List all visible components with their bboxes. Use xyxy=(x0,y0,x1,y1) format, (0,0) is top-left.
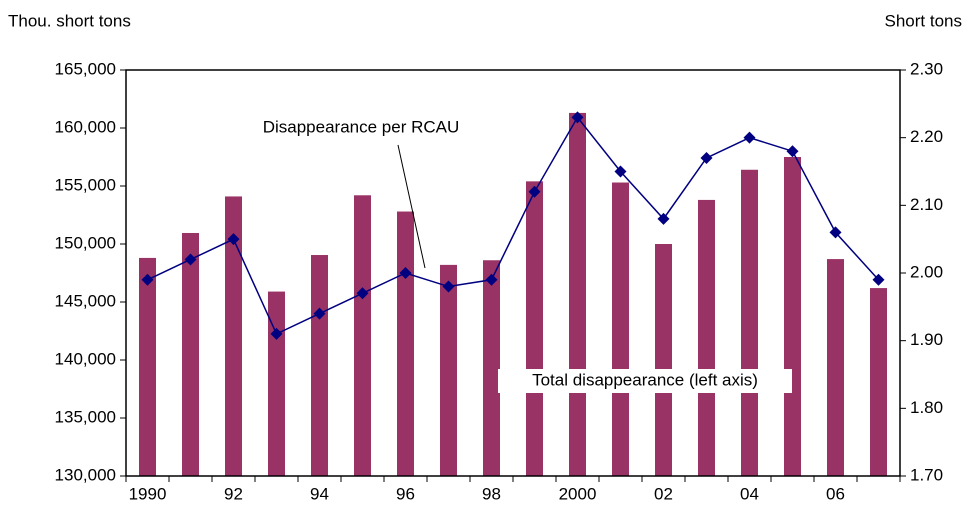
marker xyxy=(227,233,240,246)
y2-tick-label: 2.20 xyxy=(910,127,943,146)
marker xyxy=(184,253,197,266)
annotation-pointer xyxy=(397,144,426,269)
bar xyxy=(526,181,543,477)
x-tick-label: 06 xyxy=(826,484,845,503)
x-tick-label: 98 xyxy=(482,484,501,503)
marker xyxy=(872,273,885,286)
marker xyxy=(141,273,154,286)
y-tick-label: 135,000 xyxy=(55,407,116,426)
bar xyxy=(655,244,672,476)
bar xyxy=(483,260,500,476)
y-tick-label: 145,000 xyxy=(55,291,116,310)
y-tick-label: 155,000 xyxy=(55,175,116,194)
line xyxy=(147,116,880,335)
marker xyxy=(399,267,412,279)
bar xyxy=(182,232,199,476)
x-tick-label: 94 xyxy=(310,484,329,503)
x-tick-label: 1990 xyxy=(129,484,167,503)
x-tick-label: 92 xyxy=(224,484,243,503)
y-tick-label: 160,000 xyxy=(55,117,116,136)
bar xyxy=(870,288,887,476)
x-tick-label: 02 xyxy=(654,484,673,503)
marker xyxy=(829,226,842,239)
series-annotation: Total disappearance (left axis) xyxy=(532,370,758,389)
marker xyxy=(700,151,713,164)
marker xyxy=(528,185,541,198)
marker xyxy=(786,145,799,158)
y2-tick-label: 1.80 xyxy=(910,398,943,417)
marker xyxy=(442,280,455,293)
marker xyxy=(356,287,369,300)
series-annotation: Disappearance per RCAU xyxy=(263,117,460,136)
bar xyxy=(440,264,457,476)
y2-tick-label: 2.10 xyxy=(910,195,943,214)
x-tick-label: 2000 xyxy=(559,484,597,503)
bar xyxy=(612,182,629,476)
marker xyxy=(743,131,756,144)
bar xyxy=(698,199,715,477)
y2-tick-label: 2.00 xyxy=(910,262,943,281)
bar xyxy=(225,196,242,476)
bar xyxy=(741,169,758,476)
y-tick-label: 130,000 xyxy=(55,465,116,484)
y-tick-label: 150,000 xyxy=(55,233,116,252)
marker xyxy=(571,111,584,124)
x-tick-label: 96 xyxy=(396,484,415,503)
bar xyxy=(139,257,156,476)
y2-axis-label: Short tons xyxy=(885,11,963,30)
y2-tick-label: 2.30 xyxy=(910,59,943,78)
y2-tick-label: 1.70 xyxy=(910,465,943,484)
marker xyxy=(485,273,498,286)
plot-frame xyxy=(125,69,901,477)
marker xyxy=(614,165,627,178)
bar xyxy=(397,211,414,476)
y-tick-label: 165,000 xyxy=(55,59,116,78)
bar xyxy=(827,259,844,476)
bar xyxy=(784,157,801,476)
marker xyxy=(270,327,283,340)
bar xyxy=(268,291,285,476)
y-axis-label: Thou. short tons xyxy=(8,11,131,30)
bar xyxy=(354,195,371,476)
y-tick-label: 140,000 xyxy=(55,349,116,368)
bar xyxy=(311,255,328,476)
x-tick-label: 04 xyxy=(740,484,759,503)
y2-tick-label: 1.90 xyxy=(910,330,943,349)
marker xyxy=(313,307,326,320)
annotation-bg xyxy=(498,369,792,393)
marker xyxy=(657,212,670,225)
bar xyxy=(569,112,586,477)
